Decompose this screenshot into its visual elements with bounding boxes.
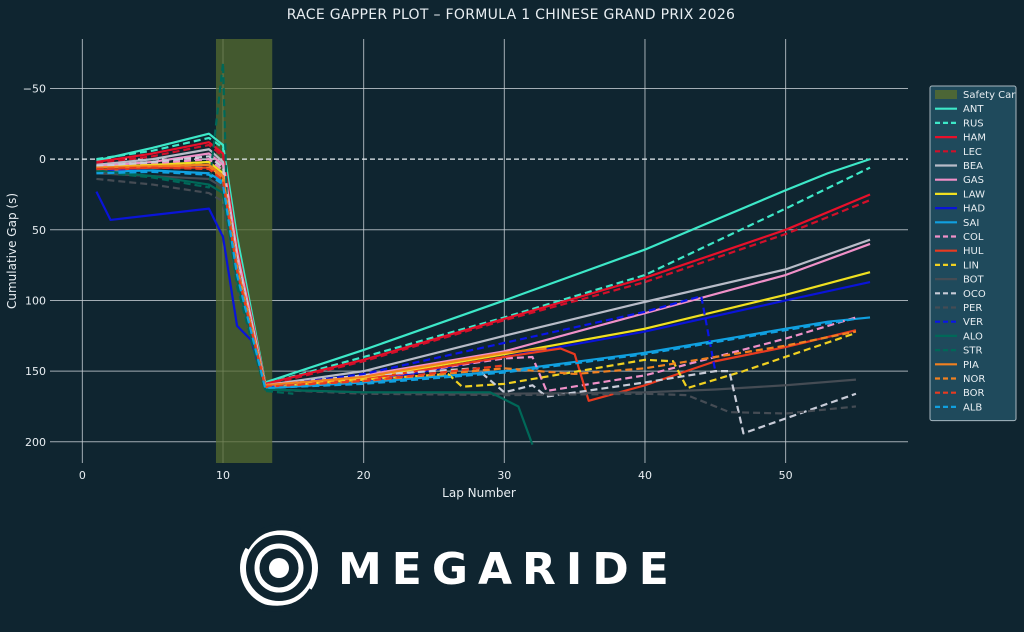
legend-label-bor: BOR <box>963 388 985 399</box>
legend-label-sai: SAI <box>963 218 979 229</box>
x-tick-label: 0 <box>79 469 86 482</box>
y-tick-label: 50 <box>32 224 46 237</box>
series-line-bea <box>96 148 871 387</box>
series-line-col <box>96 158 857 393</box>
series-line-pia <box>96 163 547 387</box>
legend-label-ver: VER <box>963 317 983 328</box>
legend-label-bea: BEA <box>963 161 983 172</box>
tick-labels: 0 10 20 30 40 50 −50 0 50 100 150 200 <box>23 82 793 482</box>
y-tick-label: 0 <box>39 153 46 166</box>
series-line-lin <box>96 163 857 390</box>
series-line-ant <box>96 132 871 384</box>
series-line-ver <box>96 163 717 388</box>
legend-label-hul: HUL <box>963 246 984 257</box>
legend-label-lec: LEC <box>963 147 982 158</box>
x-tick-label: 20 <box>357 469 371 482</box>
legend-label-ant: ANT <box>963 104 984 115</box>
legend: Safety Car ANT RUS HAM LEC BEA GAS LAW HAD SAI COL… <box>929 85 1017 422</box>
legend-label-nor: NOR <box>963 374 985 385</box>
logo-text: MEGARIDE <box>338 544 679 595</box>
megaride-logo: MEGARIDE <box>240 524 679 612</box>
legend-label-safety-car: Safety Car <box>963 90 1016 101</box>
series-lines <box>95 61 871 446</box>
legend-label-gas: GAS <box>963 175 984 186</box>
y-tick-label: 200 <box>25 436 46 449</box>
legend-label-lin: LIN <box>963 260 979 271</box>
y-axis-label: Cumulative Gap (s) <box>5 193 19 309</box>
series-line-nor <box>96 166 857 388</box>
legend-label-str: STR <box>963 346 982 357</box>
legend-swatch-safety-car <box>935 90 957 99</box>
x-tick-label: 50 <box>779 469 793 482</box>
series-line-hul <box>96 166 857 402</box>
legend-label-bot: BOT <box>963 275 985 286</box>
series-line-oco <box>96 155 857 435</box>
legend-label-had: HAD <box>963 204 985 215</box>
legend-label-ham: HAM <box>963 133 986 144</box>
x-tick-label: 10 <box>216 469 230 482</box>
legend-label-col: COL <box>963 232 984 243</box>
legend-label-pia: PIA <box>963 360 979 371</box>
x-axis-label: Lap Number <box>442 486 516 500</box>
logo-emblem-icon <box>240 524 318 612</box>
series-line-bor <box>96 166 505 388</box>
legend-label-per: PER <box>963 303 982 314</box>
legend-label-rus: RUS <box>963 118 984 129</box>
legend-label-oco: OCO <box>963 289 986 300</box>
series-line-gas <box>96 152 871 387</box>
y-tick-label: −50 <box>23 82 46 95</box>
series-line-alb <box>96 170 857 390</box>
series-line-per <box>96 177 857 415</box>
legend-label-alb: ALB <box>963 402 982 413</box>
chart-title: RACE GAPPER PLOT – FORMULA 1 CHINESE GRA… <box>287 7 736 23</box>
legend-label-alo: ALO <box>963 331 983 342</box>
y-tick-label: 150 <box>25 365 46 378</box>
x-tick-label: 40 <box>638 469 652 482</box>
y-tick-label: 100 <box>25 294 46 307</box>
series-line-alo <box>96 169 534 446</box>
series-line-rus <box>96 136 871 385</box>
legend-label-law: LAW <box>963 189 985 200</box>
grid <box>50 39 908 463</box>
x-tick-label: 30 <box>497 469 511 482</box>
